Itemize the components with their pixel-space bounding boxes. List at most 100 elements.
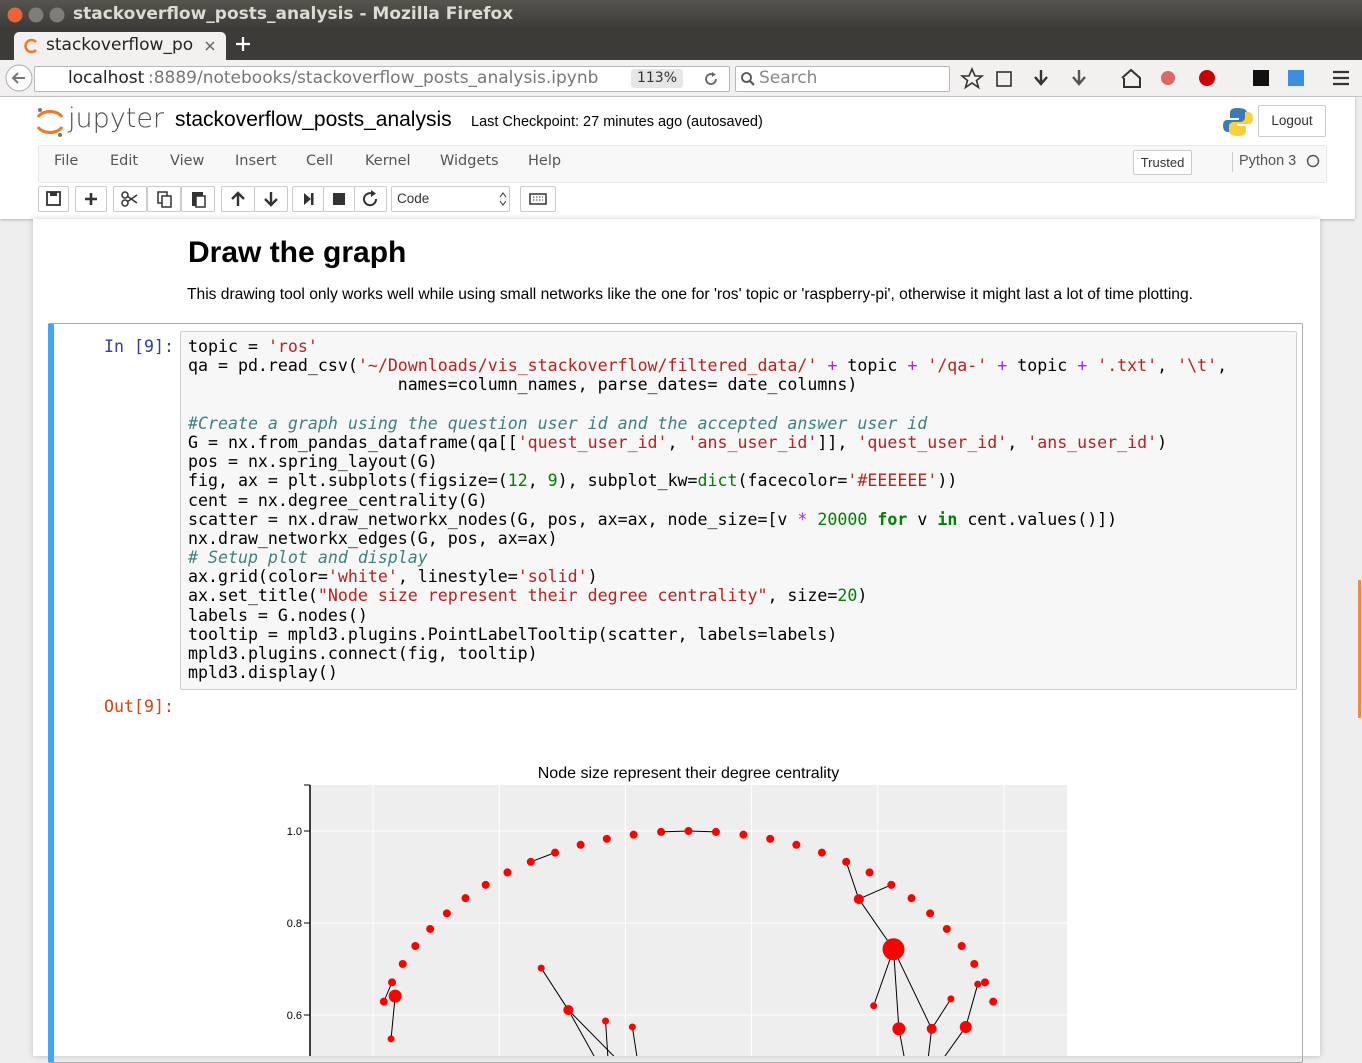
node[interactable] — [711, 827, 720, 836]
move-down-button[interactable] — [254, 186, 288, 212]
node[interactable] — [792, 840, 801, 849]
menu-item[interactable]: View — [170, 153, 205, 169]
node[interactable] — [942, 924, 951, 933]
node[interactable] — [563, 1004, 574, 1015]
menu-item[interactable]: File — [54, 153, 79, 169]
scrollbar-thumb[interactable] — [1358, 580, 1361, 718]
new-tab[interactable] — [234, 35, 252, 53]
menu-item[interactable]: Cell — [306, 153, 334, 169]
addon-a[interactable] — [1253, 70, 1269, 86]
back-button[interactable] — [4, 64, 34, 92]
node[interactable] — [602, 1017, 610, 1025]
node[interactable] — [974, 980, 982, 988]
node[interactable] — [907, 894, 916, 903]
edge — [631, 1026, 638, 1056]
home[interactable] — [1121, 68, 1141, 88]
code-token: topic — [847, 356, 898, 376]
run-button[interactable] — [292, 186, 324, 212]
node[interactable] — [980, 978, 989, 987]
node[interactable] — [842, 857, 851, 866]
minimize-button[interactable] — [28, 7, 44, 23]
translate[interactable] — [1288, 70, 1304, 86]
node[interactable] — [481, 880, 490, 889]
node[interactable] — [628, 1023, 636, 1031]
node[interactable] — [766, 834, 775, 843]
code-input[interactable]: topic = 'ros' qa = pd.read_csv('~/Downloa… — [180, 331, 1297, 690]
menu-item[interactable]: Kernel — [365, 153, 411, 169]
node[interactable] — [461, 894, 470, 903]
node[interactable] — [576, 840, 585, 849]
menu-item[interactable]: Insert — [235, 153, 277, 169]
node[interactable] — [398, 959, 407, 968]
scrollbar[interactable] — [1355, 219, 1362, 1056]
node[interactable] — [388, 978, 397, 987]
save-button[interactable] — [38, 186, 69, 212]
node[interactable] — [989, 997, 998, 1006]
node[interactable] — [865, 868, 874, 877]
node[interactable] — [870, 1002, 878, 1010]
edge — [931, 998, 952, 1030]
reload-button[interactable] — [703, 71, 719, 87]
close-button[interactable] — [7, 7, 23, 23]
node[interactable] — [957, 942, 966, 950]
kernel-separator — [1232, 152, 1233, 172]
cut-button[interactable] — [113, 186, 147, 212]
node[interactable] — [817, 848, 826, 857]
node[interactable] — [387, 1035, 395, 1043]
node[interactable] — [411, 942, 420, 950]
node[interactable] — [426, 924, 435, 933]
menu-item[interactable]: Widgets — [440, 153, 499, 169]
node[interactable] — [602, 834, 611, 843]
node[interactable] — [887, 880, 896, 889]
reading-list[interactable] — [996, 71, 1012, 87]
node[interactable] — [388, 989, 402, 1003]
menu-item[interactable]: Edit — [110, 153, 139, 169]
node[interactable] — [739, 830, 748, 839]
zoom-indicator[interactable]: 113% — [631, 69, 683, 88]
adblock[interactable] — [1199, 70, 1215, 86]
menu-button[interactable] — [1333, 70, 1349, 86]
node[interactable] — [959, 1020, 972, 1033]
jupyter-logo[interactable] — [34, 105, 66, 139]
notebook-name[interactable]: stackoverflow_posts_analysis — [175, 108, 452, 131]
node[interactable] — [926, 1023, 937, 1034]
node[interactable] — [526, 857, 535, 866]
node[interactable] — [442, 909, 451, 918]
tab[interactable]: stackoverflow_po — [14, 32, 226, 60]
node[interactable] — [926, 909, 935, 918]
node[interactable] — [892, 1022, 906, 1036]
bookmark-star[interactable] — [960, 66, 985, 90]
menu-item[interactable]: Help — [528, 153, 562, 169]
node[interactable] — [551, 848, 560, 857]
node[interactable] — [503, 868, 512, 877]
node[interactable] — [629, 830, 638, 839]
maximize-button[interactable] — [49, 7, 65, 23]
node[interactable] — [853, 894, 864, 905]
addon-icon[interactable] — [1161, 71, 1175, 85]
node[interactable] — [537, 964, 545, 972]
node[interactable] — [882, 938, 905, 961]
code-token: 'white' — [327, 567, 398, 587]
url-bar[interactable]: localhost:8889/notebooks/stackoverflow_p… — [34, 66, 730, 92]
cell-type-select[interactable]: Code — [391, 186, 510, 212]
insert-cell-button[interactable] — [75, 186, 107, 212]
tab-close[interactable] — [204, 40, 216, 52]
copy-button[interactable] — [147, 186, 181, 212]
restart-button[interactable] — [354, 186, 387, 212]
keyboard-button[interactable] — [520, 186, 556, 212]
node[interactable] — [379, 997, 388, 1006]
node[interactable] — [947, 995, 955, 1003]
node[interactable] — [970, 959, 979, 968]
trusted-indicator[interactable]: Trusted — [1133, 150, 1192, 175]
interrupt-button[interactable] — [323, 186, 355, 212]
code-token: cent = nx.degree_centrality(G) — [188, 490, 488, 510]
node[interactable] — [684, 827, 693, 835]
downloads[interactable] — [1034, 70, 1048, 86]
search-bar[interactable]: Search — [735, 66, 950, 92]
paste-button[interactable] — [181, 186, 215, 212]
logout-button[interactable]: Logout — [1258, 105, 1326, 137]
node[interactable] — [657, 827, 666, 836]
move-up-button[interactable] — [221, 186, 255, 212]
code-token: ]], — [817, 432, 858, 452]
pocket[interactable] — [1072, 70, 1086, 86]
